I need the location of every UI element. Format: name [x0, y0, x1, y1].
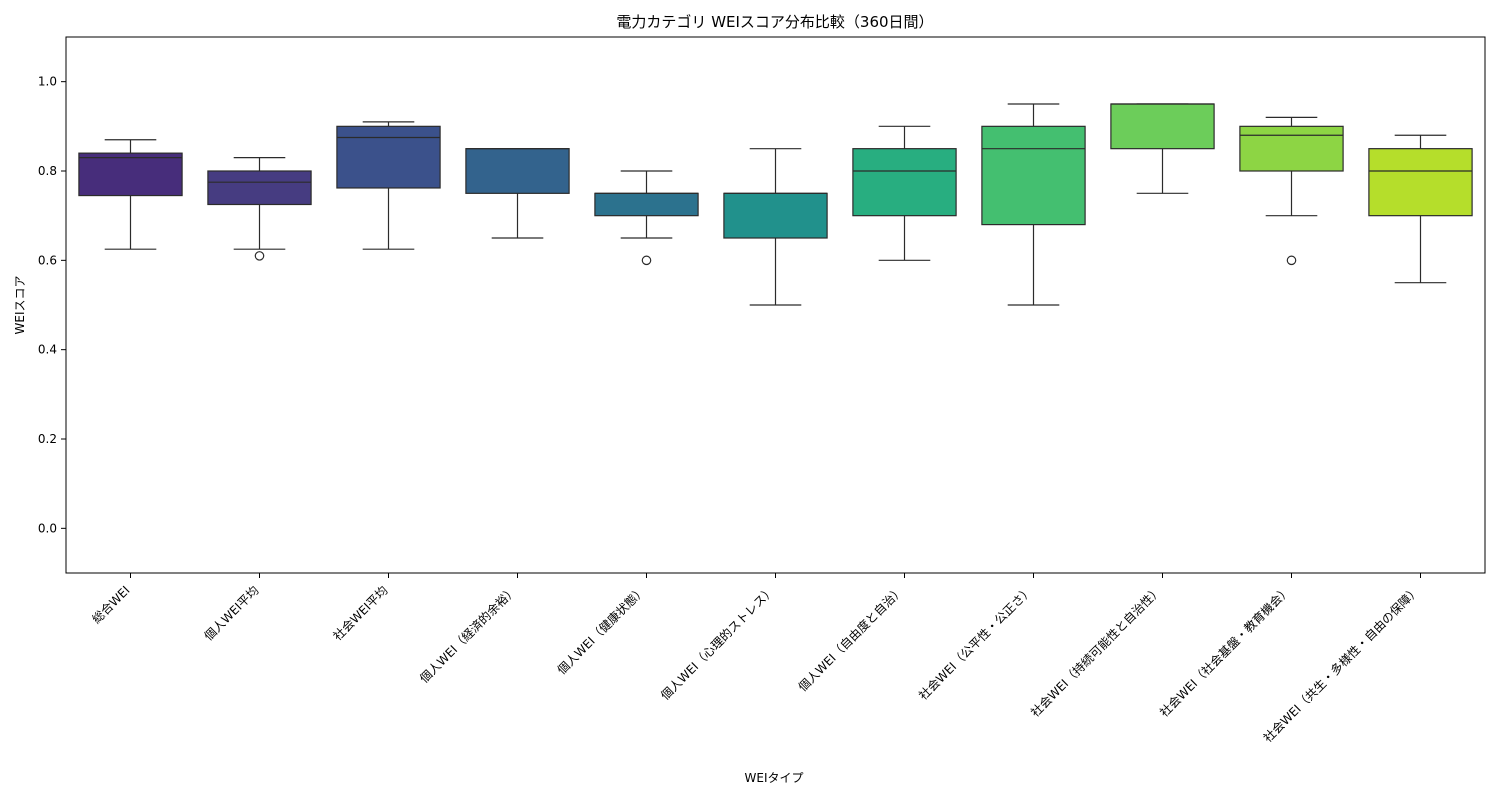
y-ticks-layer: 0.0 0.2 0.4 0.6 0.8 1.0 [38, 75, 66, 535]
chart-title: 電力カテゴリ WEIスコア分布比較（360日間） [616, 13, 933, 31]
y-tick-label: 0.4 [38, 343, 57, 357]
y-tick-label: 1.0 [38, 75, 57, 89]
box-group [723, 148, 828, 306]
x-tick-label: 個人WEI平均 [202, 583, 262, 643]
y-tick-label: 0.2 [38, 432, 57, 446]
box-iqr [78, 152, 183, 197]
x-tick-label: 個人WEI（健康状態） [554, 583, 649, 678]
outlier-point [254, 251, 265, 261]
box-iqr [465, 148, 570, 194]
x-axis-label: WEIタイプ [745, 771, 804, 785]
x-tick-label: 社会WEI（持続可能性と自治性） [1027, 583, 1164, 720]
box-group [981, 103, 1086, 306]
box-group [336, 121, 441, 250]
y-axis-label: WEIスコア [13, 276, 27, 335]
box-group [1110, 103, 1215, 194]
box-group [78, 139, 183, 250]
y-tick-label: 0.6 [38, 253, 57, 267]
outlier-point [1286, 255, 1297, 266]
x-tick-label: 個人WEI（心理的ストレス） [657, 583, 777, 703]
boxes-layer [78, 103, 1473, 306]
y-tick-label: 0.0 [38, 521, 57, 535]
y-tick-label: 0.8 [38, 164, 57, 178]
box-group [1368, 134, 1473, 284]
box-group [594, 170, 699, 266]
outlier-point [641, 255, 652, 266]
box-iqr [723, 192, 828, 239]
box-group [207, 157, 312, 261]
x-tick-label: 個人WEI（自由度と自治） [795, 583, 907, 695]
x-tick-label: 個人WEI（経済的余裕） [416, 583, 519, 686]
box-iqr [1368, 148, 1473, 217]
x-tick-label: 社会WEI（社会基盤・教育機会） [1156, 583, 1293, 720]
plot-frame [65, 36, 1486, 574]
box-iqr [594, 192, 699, 217]
box-iqr [1110, 103, 1215, 150]
box-group [1239, 116, 1344, 266]
box-iqr [207, 170, 312, 206]
x-tick-label: 社会WEI（公平性・公正さ） [915, 583, 1035, 703]
box-group [465, 148, 570, 239]
x-tick-label: 社会WEI（共生・多様性・自由の保障） [1260, 583, 1423, 746]
box-iqr [336, 125, 441, 189]
x-ticks-layer: 総合WEI 個人WEI平均 社会WEI平均 個人WEI（経済的余裕） 個人WEI（健康状… [89, 573, 1423, 745]
box-iqr [1239, 125, 1344, 172]
box-iqr [852, 148, 957, 217]
x-tick-label: 社会WEI平均 [330, 583, 391, 644]
x-tick-label: 総合WEI [89, 583, 133, 627]
box-group [852, 125, 957, 261]
box-iqr [981, 125, 1086, 226]
